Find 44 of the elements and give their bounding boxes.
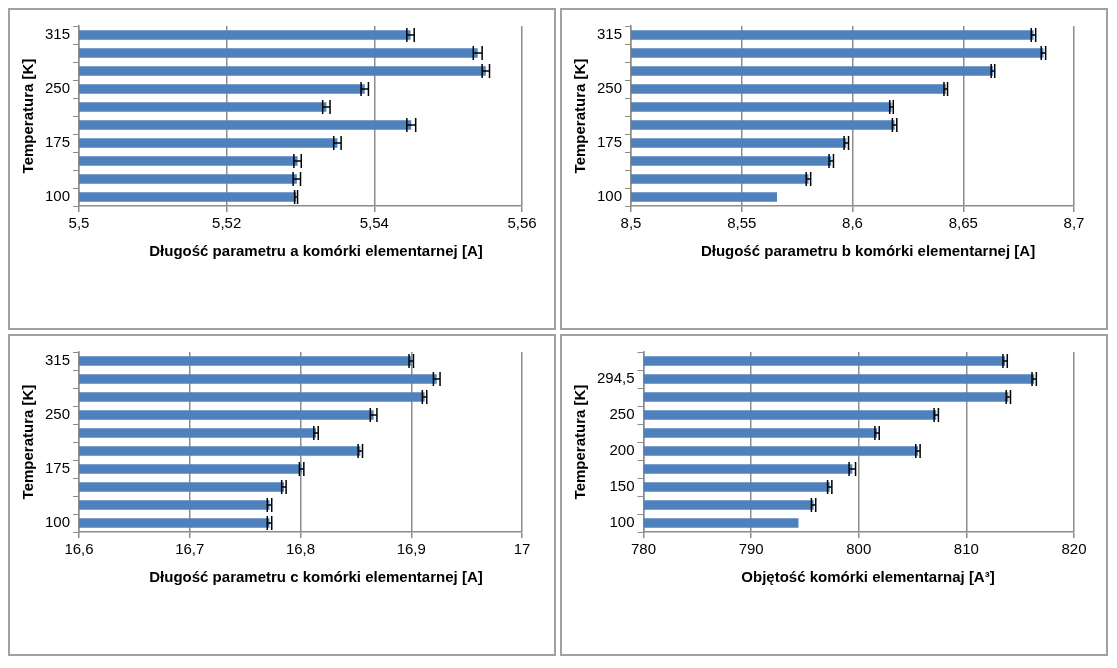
x-tick-label: 820 [1061,540,1087,558]
y-tick-label: 200 [609,441,635,459]
y-tick-label: 150 [609,477,635,495]
y-axis-title: Temperatura [K] [571,58,589,174]
y-axis-title: Temperatura [K] [19,384,37,500]
x-tick-label: 790 [738,540,764,558]
x-tick-label: 5,52 [212,214,242,232]
y-tick-label: 250 [597,79,623,97]
x-tick-label: 5,56 [507,214,537,232]
x-tick-label: 780 [631,540,657,558]
x-tick-label: 8,6 [842,214,863,232]
y-tick-label: 250 [45,405,71,423]
x-tick-label: 800 [846,540,872,558]
x-axis-title: Długość parametru b komórki elementarnej [A] [699,241,1037,261]
x-tick-label: 5,54 [359,214,389,232]
x-tick-label: 16,9 [396,540,426,558]
y-tick-label: 100 [45,513,71,531]
x-tick-label: 8,5 [620,214,642,232]
y-tick-label: 175 [45,459,71,477]
y-tick-label: 315 [597,25,623,43]
x-tick-label: 16,6 [64,540,94,558]
y-tick-label: 100 [45,187,71,205]
y-tick-label: 100 [597,187,623,205]
y-tick-label: 100 [609,513,635,531]
y-tick-label: 294,5 [596,369,635,387]
x-tick-label: 8,55 [727,214,757,232]
x-tick-label: 8,7 [1063,214,1085,232]
y-tick-label: 250 [45,79,71,97]
x-axis-title: Długość parametru c komórki elementarnej [A] [148,567,484,587]
x-tick-label: 17 [513,540,531,558]
x-tick-label: 16,8 [285,540,316,558]
x-tick-label: 5,5 [68,214,90,232]
y-tick-label: 250 [609,405,635,423]
x-axis-title: Długość parametru a komórki elementarnej [A] [148,241,484,261]
y-tick-label: 315 [45,351,71,369]
x-tick-label: 8,65 [948,214,978,232]
x-axis-title: Objętość komórki elementarnaj [A³] [740,567,996,587]
y-axis-title: Temperatura [K] [571,384,589,500]
y-axis-title: Temperatura [K] [19,58,37,174]
y-tick-label: 315 [45,25,71,43]
x-tick-label: 810 [953,540,979,558]
y-tick-label: 175 [597,133,623,151]
x-tick-label: 16,7 [175,540,205,558]
y-tick-label: 175 [45,133,71,151]
